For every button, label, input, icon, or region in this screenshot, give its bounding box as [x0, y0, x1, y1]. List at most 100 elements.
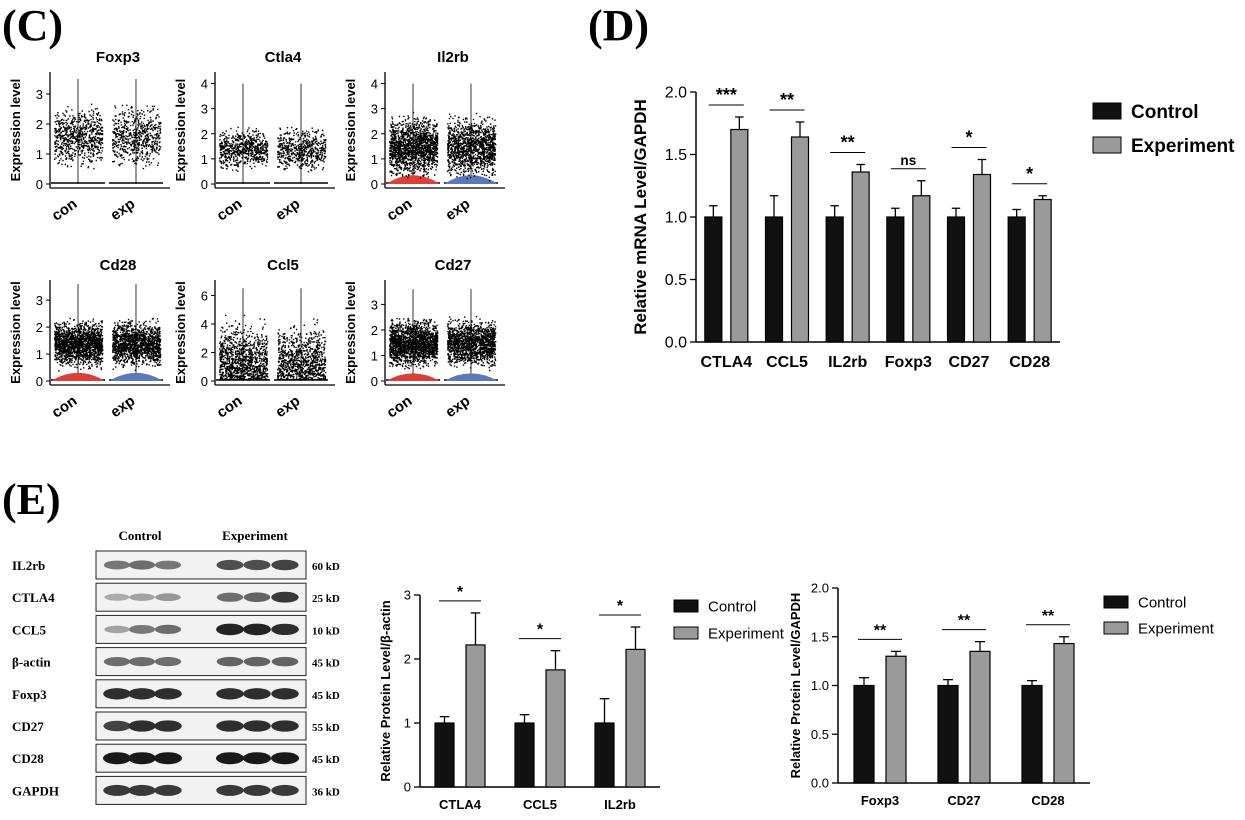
- blot-band: [103, 784, 131, 796]
- blot-size-label: 55 kD: [312, 722, 340, 734]
- significance-label: **: [780, 90, 794, 110]
- blot-header-control: Control: [118, 528, 161, 543]
- legend-label-control: Control: [708, 598, 756, 615]
- legend-swatch-experiment: [1092, 136, 1122, 154]
- blot-row-gapdh: GAPDH 36 kD: [12, 775, 340, 805]
- blot-protein-label: IL2rb: [12, 558, 45, 573]
- violin-density: [444, 373, 498, 381]
- x-tick-label: con: [214, 195, 246, 224]
- x-tick-label: CD27: [947, 793, 980, 808]
- blot-band: [271, 559, 299, 571]
- violin-title: Il2rb: [437, 49, 469, 66]
- violin-points-con: [54, 317, 104, 372]
- x-tick-label: CCL5: [523, 797, 557, 812]
- violin-points-con: [54, 103, 104, 170]
- blot-band: [271, 752, 299, 765]
- y-tick-label: 1: [201, 152, 208, 167]
- x-tick-label: CCL5: [766, 354, 808, 371]
- blot-band: [271, 623, 299, 636]
- significance-label: *: [965, 128, 972, 148]
- blot-band: [243, 559, 271, 571]
- bar-control-il2rb: [825, 216, 844, 343]
- y-tick-label: 2: [36, 117, 43, 132]
- bar-chart-protein-bar-2: 0.0 0.5 1.0 1.5 2.0 Relative Protein Level/GA…: [788, 581, 1215, 808]
- legend-label-control: Control: [1138, 594, 1186, 611]
- x-tick-label: Foxp3: [885, 354, 932, 371]
- blot-protein-label: CTLA4: [12, 590, 55, 605]
- x-tick-label: exp: [272, 392, 303, 421]
- x-tick-label: CD28: [1009, 354, 1050, 371]
- violin-points-exp: [277, 318, 327, 381]
- legend-swatch-experiment: [1103, 621, 1129, 635]
- bar-experiment-cd27: [969, 650, 991, 784]
- violin-panel-foxp3: Foxp3 0 1 2 3 Expression level con exp: [8, 49, 170, 225]
- bar-experiment-il2rb: [625, 648, 646, 788]
- blot-size-label: 10 kD: [312, 625, 340, 637]
- panel-label-d: (D): [588, 1, 649, 50]
- y-tick-label: 3: [404, 588, 411, 603]
- blot-band: [154, 720, 182, 732]
- violin-title: Foxp3: [96, 49, 140, 66]
- blot-protein-label: Foxp3: [12, 687, 47, 702]
- significance-label: **: [841, 133, 855, 153]
- legend-label-control: Control: [1131, 102, 1199, 123]
- y-tick-label: 4: [371, 77, 378, 92]
- bar-control-ctla4: [434, 722, 455, 788]
- blot-band: [216, 656, 244, 667]
- blot-band: [243, 752, 271, 765]
- panel-label-e: (E): [2, 475, 61, 524]
- bar-experiment-cd28: [1053, 642, 1075, 784]
- y-axis-label: Expression level: [173, 281, 188, 384]
- legend-swatch-control: [673, 599, 699, 613]
- blot-size-label: 60 kD: [312, 561, 340, 573]
- bar-control-cd27: [946, 216, 966, 343]
- violin-panel-cd27: Cd27 0 1 2 3 Expression level con exp: [343, 257, 505, 422]
- bar-control-ctla4: [704, 216, 723, 343]
- blot-size-label: 45 kD: [312, 658, 340, 670]
- y-axis-label: Expression level: [8, 281, 23, 384]
- legend-label-experiment: Experiment: [1131, 136, 1235, 157]
- violin-panel-ctla4: Ctla4 0 1 2 3 4 Expression level con exp: [173, 49, 335, 225]
- blot-band: [243, 623, 271, 636]
- significance-label: *: [1026, 164, 1033, 184]
- y-tick-label: 1: [371, 152, 378, 167]
- blot-band: [154, 784, 182, 796]
- bar-experiment-ccl5: [790, 136, 810, 343]
- blot-header-experiment: Experiment: [222, 528, 288, 543]
- violin-points-con: [389, 111, 439, 179]
- blot-band: [271, 656, 299, 667]
- violin-points-exp: [112, 104, 162, 170]
- bar-experiment-ctla4: [465, 644, 486, 788]
- x-tick-label: IL2rb: [828, 354, 867, 371]
- y-tick-label: 4: [201, 317, 208, 332]
- x-tick-label: con: [384, 195, 416, 224]
- blot-band: [271, 688, 299, 700]
- blot-row-ccl5: CCL5 10 kD: [12, 614, 340, 644]
- blot-band: [216, 592, 244, 602]
- blot-band: [103, 657, 131, 667]
- significance-label: *: [617, 598, 624, 615]
- y-tick-label: 0: [201, 177, 208, 192]
- y-tick-label: 0: [404, 780, 411, 795]
- blot-band: [154, 657, 182, 667]
- bar-chart-protein-bar-1: 0 1 2 3 Relative Protein Level/β-actin * CTLA4…: [378, 584, 785, 812]
- y-tick-label: 2: [36, 320, 43, 335]
- blot-size-label: 25 kD: [312, 593, 340, 605]
- blot-row-cd28: CD28 45 kD: [12, 743, 340, 773]
- violin-panel-ccl5: Ccl5 0 2 4 6 Expression level con exp: [173, 257, 335, 422]
- x-tick-label: con: [49, 195, 81, 224]
- y-tick-label: 0: [36, 177, 43, 192]
- blot-band: [103, 560, 131, 570]
- blot-row-il2rb: IL2rb 60 kD: [12, 550, 340, 580]
- bar-control-ccl5: [514, 722, 535, 788]
- blot-band: [243, 592, 271, 602]
- legend-swatch-control: [1092, 102, 1122, 120]
- x-tick-label: exp: [442, 195, 473, 224]
- significance-label: ns: [900, 153, 916, 168]
- blot-band: [243, 720, 271, 732]
- violin-points-con: [219, 126, 269, 172]
- x-tick-label: exp: [442, 392, 473, 421]
- violin-density: [109, 372, 163, 381]
- y-tick-label: 4: [201, 77, 208, 92]
